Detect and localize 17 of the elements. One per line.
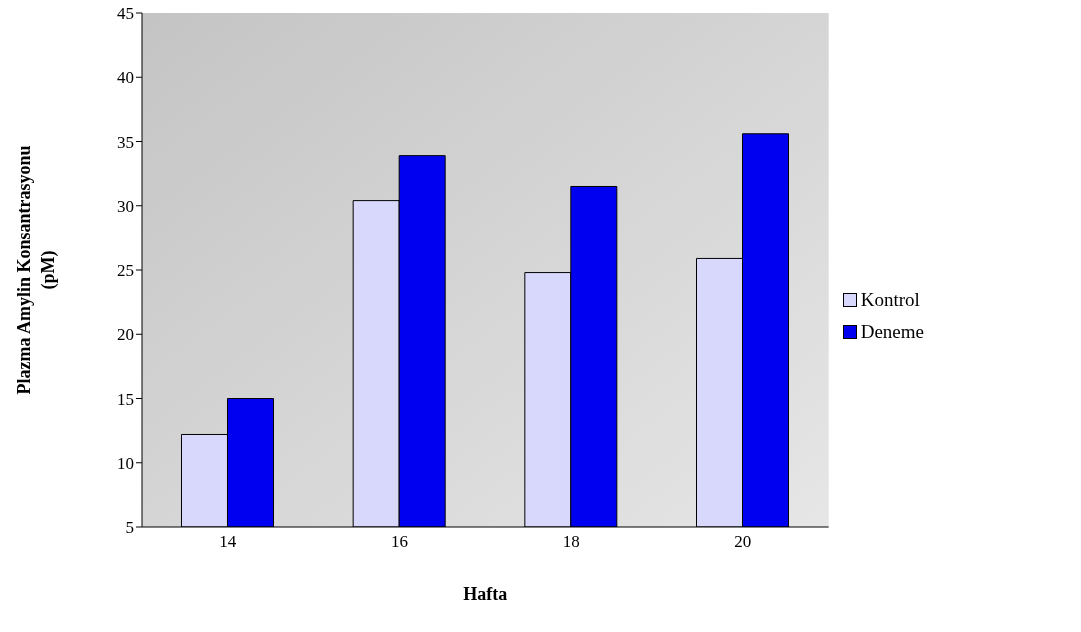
x-tick-label: 14 [219, 532, 237, 552]
y-tick-label: 30 [117, 196, 134, 216]
x-tick-label: 20 [734, 532, 752, 552]
y-tick-label: 15 [117, 389, 134, 409]
y-tick-label: 35 [117, 132, 134, 152]
x-tick-label: 18 [562, 532, 580, 552]
y-tick-label: 25 [117, 261, 134, 281]
legend-label: Deneme [860, 321, 924, 343]
x-tick-label: 16 [391, 532, 409, 552]
y-tick-label: 5 [125, 518, 134, 538]
x-axis-title: Hafta [463, 583, 508, 604]
y-tick-label: 45 [117, 4, 134, 24]
y-tick-label: 20 [117, 325, 134, 345]
y-axis-title: Plazma Amylin Konsantrasyonu (pM) [14, 145, 59, 395]
y-tick-label: 10 [117, 453, 134, 473]
y-tick-label: 40 [117, 68, 134, 88]
legend-label: Kontrol [860, 289, 920, 311]
